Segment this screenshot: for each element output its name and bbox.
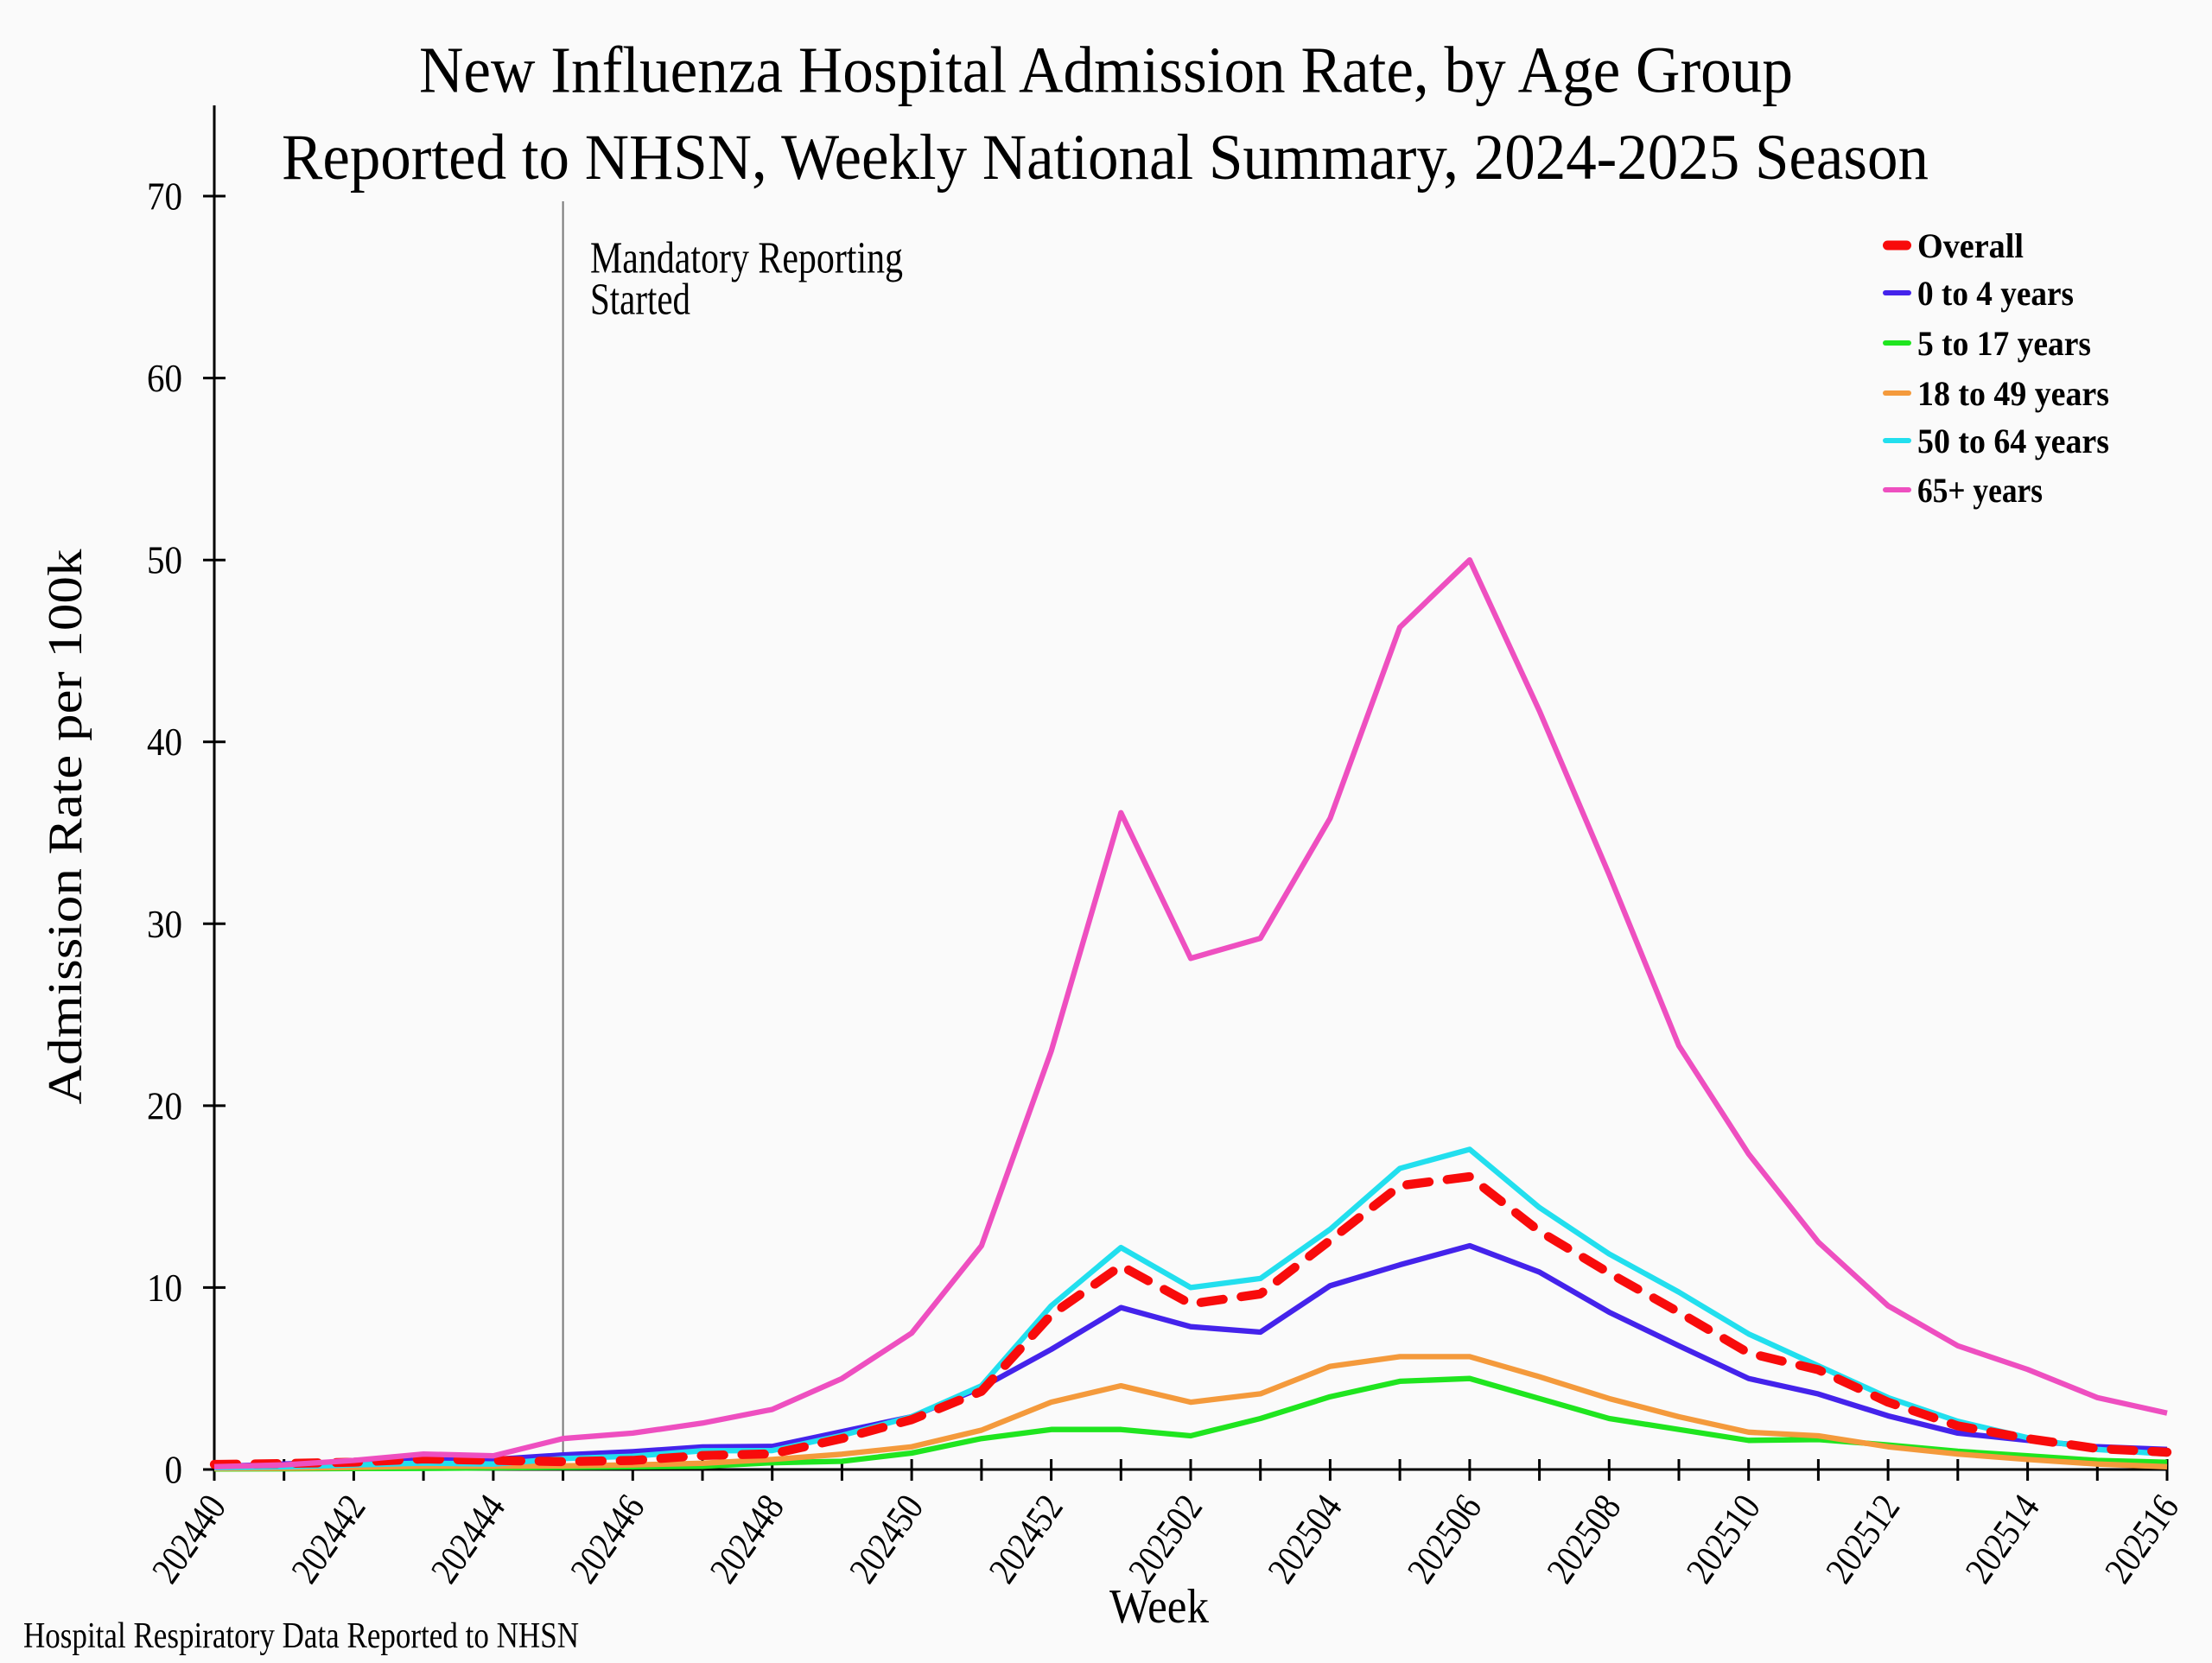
svg-text:30: 30 xyxy=(147,903,182,946)
svg-text:40: 40 xyxy=(147,720,182,764)
svg-text:Overall: Overall xyxy=(1917,226,2024,265)
svg-text:0: 0 xyxy=(165,1449,183,1492)
svg-text:5 to 17 years: 5 to 17 years xyxy=(1917,324,2091,363)
svg-text:0 to 4 years: 0 to 4 years xyxy=(1917,274,2074,313)
svg-text:Week: Week xyxy=(1109,1580,1209,1634)
svg-text:18 to 49 years: 18 to 49 years xyxy=(1917,374,2109,413)
svg-text:70: 70 xyxy=(147,175,182,219)
svg-text:50 to 64 years: 50 to 64 years xyxy=(1917,422,2109,460)
svg-text:Reported to NHSN, Weekly Natio: Reported to NHSN, Weekly National Summar… xyxy=(282,122,1929,194)
svg-text:60: 60 xyxy=(147,357,182,400)
svg-text:20: 20 xyxy=(147,1084,182,1127)
svg-text:Admission Rate per 100k: Admission Rate per 100k xyxy=(39,549,92,1105)
svg-text:Mandatory Reporting: Mandatory Reporting xyxy=(590,234,903,283)
svg-text:Started: Started xyxy=(590,275,690,324)
svg-text:Hospital Respiratory Data Repo: Hospital Respiratory Data Reported to NH… xyxy=(23,1616,579,1656)
svg-text:New Influenza Hospital Admissi: New Influenza Hospital Admission Rate, b… xyxy=(419,35,1793,107)
svg-text:10: 10 xyxy=(147,1266,182,1310)
svg-text:65+ years: 65+ years xyxy=(1917,471,2043,510)
svg-text:50: 50 xyxy=(147,539,182,582)
